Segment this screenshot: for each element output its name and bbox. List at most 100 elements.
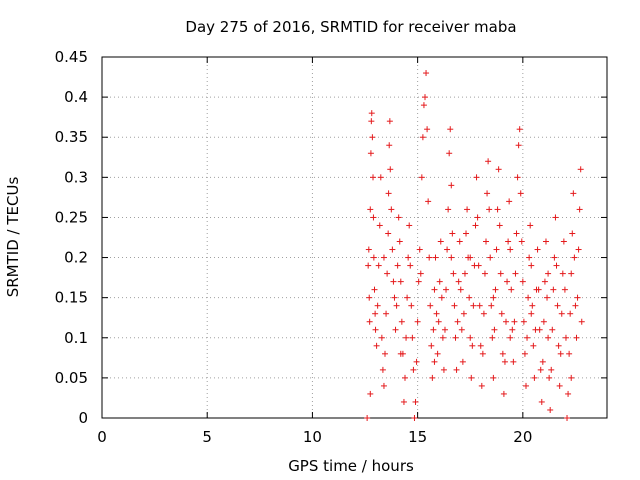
data-point [520, 318, 527, 325]
data-point [497, 270, 504, 277]
data-point [504, 278, 511, 285]
data-point [434, 350, 441, 357]
data-point [480, 310, 487, 317]
data-point [560, 238, 567, 245]
y-tick-label: 0.2 [64, 249, 88, 267]
data-point [468, 374, 475, 381]
data-point [458, 326, 465, 333]
data-point [449, 230, 456, 237]
data-point [546, 374, 553, 381]
data-point [382, 350, 389, 357]
data-point [370, 174, 377, 181]
data-point [431, 358, 438, 365]
data-point [518, 238, 525, 245]
data-point [528, 262, 535, 269]
data-point [366, 294, 373, 301]
data-point [443, 286, 450, 293]
data-point [374, 302, 381, 309]
data-point [418, 174, 425, 181]
data-point [372, 326, 379, 333]
data-point [492, 286, 499, 293]
data-point [420, 102, 427, 109]
data-point [568, 374, 575, 381]
data-point [526, 254, 533, 261]
data-point [457, 286, 464, 293]
data-point [371, 286, 378, 293]
data-point [507, 246, 514, 253]
data-point [484, 190, 491, 197]
data-point [373, 342, 380, 349]
data-point [413, 358, 420, 365]
data-point [451, 302, 458, 309]
data-point [530, 342, 537, 349]
x-tick-label: 15 [408, 428, 427, 446]
data-point [396, 238, 403, 245]
data-point [536, 326, 543, 333]
data-point [453, 366, 460, 373]
data-point [398, 318, 405, 325]
data-point [553, 262, 560, 269]
x-tick-label: 5 [202, 428, 212, 446]
data-point [574, 294, 581, 301]
data-point [485, 158, 492, 165]
data-point [555, 342, 562, 349]
grid-lines [102, 57, 607, 418]
data-point [421, 94, 428, 101]
axis-ticks: 0 0.05 0.1 0.15 0.2 0.25 0.3 0.35 0.4 0.45 0 5 10 15 2… [55, 48, 607, 446]
data-point [393, 302, 400, 309]
x-axis-label: GPS time / hours [288, 457, 414, 475]
data-point [456, 238, 463, 245]
data-point [569, 230, 576, 237]
data-point [469, 342, 476, 349]
data-point [528, 310, 535, 317]
data-point [476, 302, 483, 309]
data-point [425, 198, 432, 205]
data-point [474, 214, 481, 221]
data-point [367, 206, 374, 213]
y-axis-label: SRMTID / TECUs [4, 177, 22, 298]
data-point [380, 254, 387, 261]
data-point [424, 126, 431, 133]
data-point [386, 142, 393, 149]
data-point [389, 246, 396, 253]
data-point [454, 318, 461, 325]
data-point [467, 254, 474, 261]
data-point [370, 254, 377, 261]
y-tick-label: 0.1 [64, 329, 88, 347]
data-point [470, 302, 477, 309]
data-point [515, 142, 522, 149]
data-point [428, 342, 435, 349]
data-point [511, 318, 518, 325]
data-point [539, 358, 546, 365]
data-point [479, 350, 486, 357]
data-point [571, 254, 578, 261]
data-point [557, 350, 564, 357]
data-point [490, 374, 497, 381]
data-point [430, 326, 437, 333]
data-point [525, 294, 532, 301]
data-point [397, 350, 404, 357]
data-point [561, 286, 568, 293]
data-point [554, 302, 561, 309]
data-point [478, 382, 485, 389]
data-point [488, 302, 495, 309]
data-point [459, 358, 466, 365]
data-point [402, 374, 408, 381]
data-point [452, 334, 459, 341]
y-tick-label: 0.35 [55, 128, 88, 146]
data-point [570, 190, 577, 197]
data-point [522, 382, 529, 389]
data-point [500, 390, 507, 397]
data-point [440, 366, 447, 373]
plot-frame [101, 56, 608, 419]
data-point [367, 150, 374, 157]
data-point [384, 270, 391, 277]
data-point [455, 278, 462, 285]
data-point [535, 286, 542, 293]
data-point [397, 278, 404, 285]
data-point [519, 278, 526, 285]
data-point [438, 294, 445, 301]
data-point [433, 310, 440, 317]
data-point [431, 286, 438, 293]
data-point [467, 334, 474, 341]
